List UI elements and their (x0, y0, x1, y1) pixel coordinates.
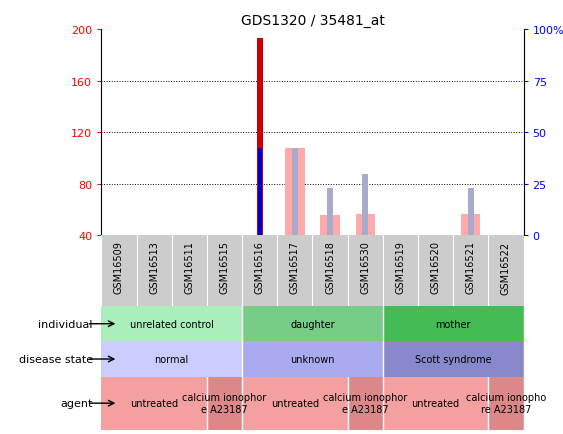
Bar (327, 188, 333, 236)
Bar (488, 377, 524, 430)
Text: daughter: daughter (290, 319, 335, 329)
Text: GSM16517: GSM16517 (290, 241, 300, 294)
Text: GSM16511: GSM16511 (184, 241, 194, 293)
Bar (383, 342, 524, 377)
Bar (285, 148, 305, 236)
Text: GSM16515: GSM16515 (220, 241, 230, 294)
Text: mother: mother (435, 319, 471, 329)
Text: GSM16519: GSM16519 (395, 241, 405, 293)
Text: GSM16520: GSM16520 (431, 241, 441, 294)
Bar (461, 214, 480, 236)
Text: normal: normal (155, 354, 189, 364)
Text: GSM16518: GSM16518 (325, 241, 335, 293)
Bar (383, 377, 488, 430)
Text: unrelated control: unrelated control (130, 319, 213, 329)
Text: unknown: unknown (290, 354, 335, 364)
Text: GSM16521: GSM16521 (466, 241, 476, 294)
Bar (101, 377, 207, 430)
Bar (101, 306, 242, 342)
Text: calcium ionopho
re A23187: calcium ionopho re A23187 (466, 392, 546, 414)
Bar (468, 188, 474, 236)
Text: individual: individual (38, 319, 93, 329)
Text: calcium ionophor
e A23187: calcium ionophor e A23187 (323, 392, 408, 414)
Bar (362, 174, 368, 236)
Text: Scott syndrome: Scott syndrome (415, 354, 491, 364)
Bar (242, 306, 383, 342)
Bar (320, 215, 339, 236)
Text: untreated: untreated (271, 398, 319, 408)
Bar (292, 148, 298, 236)
Bar (242, 342, 383, 377)
Bar (101, 342, 242, 377)
Text: disease state: disease state (19, 354, 93, 364)
Text: GSM16530: GSM16530 (360, 241, 370, 293)
Text: agent: agent (60, 398, 93, 408)
Bar (356, 214, 375, 236)
Bar (207, 377, 242, 430)
Title: GDS1320 / 35481_at: GDS1320 / 35481_at (240, 14, 385, 28)
Text: GSM16522: GSM16522 (501, 241, 511, 294)
Text: GSM16516: GSM16516 (254, 241, 265, 293)
Text: GSM16509: GSM16509 (114, 241, 124, 293)
Bar (242, 377, 347, 430)
Text: untreated: untreated (412, 398, 459, 408)
Bar (383, 306, 524, 342)
Bar (347, 377, 383, 430)
Bar (257, 148, 262, 236)
Bar (257, 39, 263, 236)
Text: GSM16513: GSM16513 (149, 241, 159, 293)
Text: untreated: untreated (130, 398, 178, 408)
Text: calcium ionophor
e A23187: calcium ionophor e A23187 (182, 392, 267, 414)
